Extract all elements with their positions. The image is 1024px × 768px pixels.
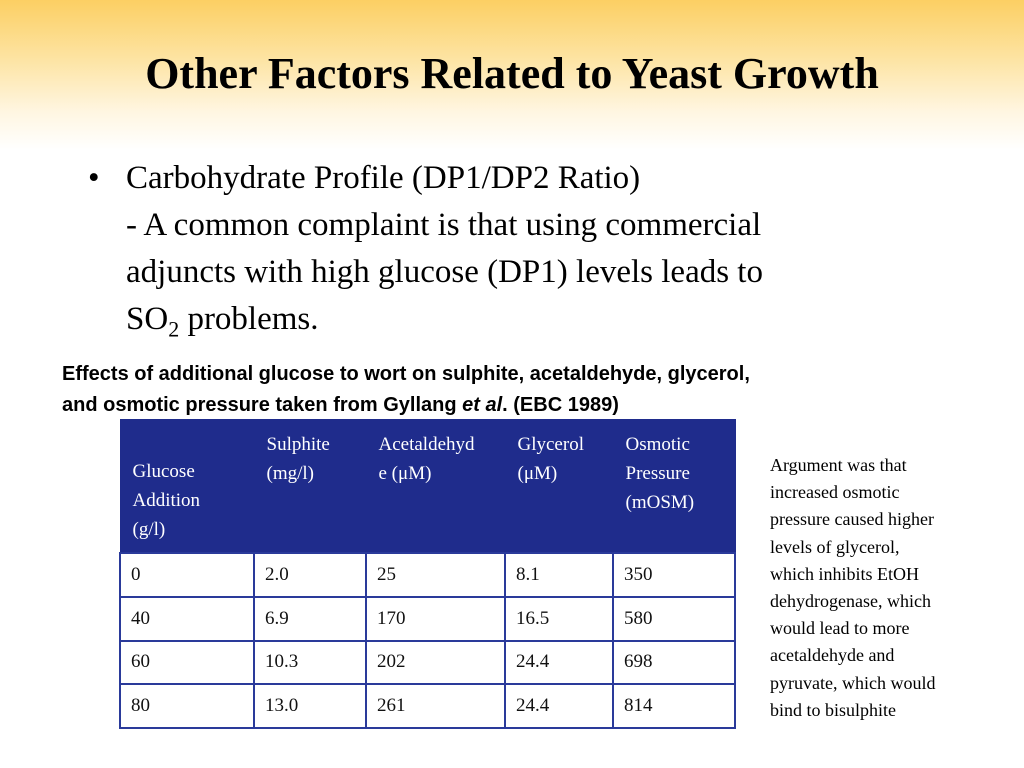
side-note-line: acetaldehyde and — [770, 645, 895, 666]
header-glycerol: Glycerol (μM) — [504, 419, 614, 554]
side-note: Argument was that increased osmotic pres… — [770, 452, 995, 724]
caption-line: Effects of additional glucose to wort on… — [62, 363, 750, 385]
side-note-line: Argument was that — [770, 455, 907, 475]
bullet-line: Carbohydrate Profile (DP1/DP2 Ratio) — [126, 160, 641, 196]
table-cell: 24.4 — [504, 639, 614, 686]
side-note-line: increased osmotic — [770, 482, 900, 503]
so2-subscript: 2 — [168, 316, 180, 342]
glucose-effects-table: Glucose Addition (g/l) Sulphite (mg/l) Acet… — [119, 419, 736, 729]
so2-prefix: SO — [126, 301, 169, 337]
table-caption: Effects of additional glucose to wort on… — [62, 359, 962, 421]
caption-line: and osmotic pressure taken from Gyllang … — [62, 390, 962, 421]
table-cell: 40 — [119, 595, 255, 642]
table-cell: 350 — [612, 552, 736, 598]
table-cell: 580 — [612, 595, 736, 642]
header-osmotic-pressure: Osmotic Pressure (mOSM) — [612, 419, 736, 554]
table-cell: 80 — [119, 683, 255, 729]
side-note-line: pressure caused higher — [770, 509, 934, 530]
table-cell: 24.4 — [504, 683, 614, 729]
table-cell: 8.1 — [504, 552, 614, 598]
bullet-line: adjuncts with high glucose (DP1) levels … — [126, 254, 763, 290]
header-sulphite: Sulphite (mg/l) — [253, 419, 367, 554]
caption-text: and osmotic pressure taken from Gyllang — [62, 394, 463, 416]
table-cell: 261 — [365, 683, 506, 729]
side-note-line: pyruvate, which would — [770, 672, 936, 693]
bullet-line: - A common complaint is that using comme… — [126, 207, 762, 243]
table-row: 60 10.3 202 24.4 698 — [119, 639, 736, 686]
table-cell: 25 — [365, 552, 506, 598]
table-cell: 6.9 — [253, 595, 367, 642]
so2-suffix: problems. — [179, 301, 319, 337]
side-note-line: bind to bisulphite — [770, 699, 896, 720]
header-glucose-addition: Glucose Addition (g/l) — [119, 419, 255, 554]
bullet-line: SO2 problems. — [126, 296, 946, 353]
table-cell: 814 — [612, 683, 736, 729]
table-row: 80 13.0 261 24.4 814 — [119, 683, 736, 729]
table-cell: 10.3 — [253, 639, 367, 686]
caption-text: . (EBC 1989) — [502, 394, 619, 416]
table-cell: 202 — [365, 639, 506, 686]
bullet-text: Carbohydrate Profile (DP1/DP2 Ratio) - A… — [126, 155, 946, 353]
slide-title: Other Factors Related to Yeast Growth — [145, 49, 879, 98]
header-acetaldehyde: Acetaldehyd e (μM) — [365, 419, 506, 554]
bullet-marker: • — [88, 160, 100, 196]
table-cell: 13.0 — [253, 683, 367, 729]
header-gradient-band — [0, 0, 1024, 150]
caption-italic: et al — [462, 394, 503, 416]
table-row: 40 6.9 170 16.5 580 — [119, 595, 736, 642]
table-cell: 2.0 — [253, 552, 367, 598]
table-row: 0 2.0 25 8.1 350 — [119, 552, 736, 598]
table-cell: 170 — [365, 595, 506, 642]
side-note-line: dehydrogenase, which — [770, 591, 931, 612]
table-header-row: Glucose Addition (g/l) Sulphite (mg/l) Acet… — [119, 419, 736, 554]
side-note-line: levels of glycerol, — [770, 536, 900, 557]
table-cell: 60 — [119, 639, 255, 686]
side-note-line: which inhibits EtOH — [770, 563, 919, 584]
table-cell: 0 — [119, 552, 255, 598]
table-cell: 16.5 — [504, 595, 614, 642]
side-note-line: would lead to more — [770, 618, 910, 639]
table-cell: 698 — [612, 639, 736, 686]
